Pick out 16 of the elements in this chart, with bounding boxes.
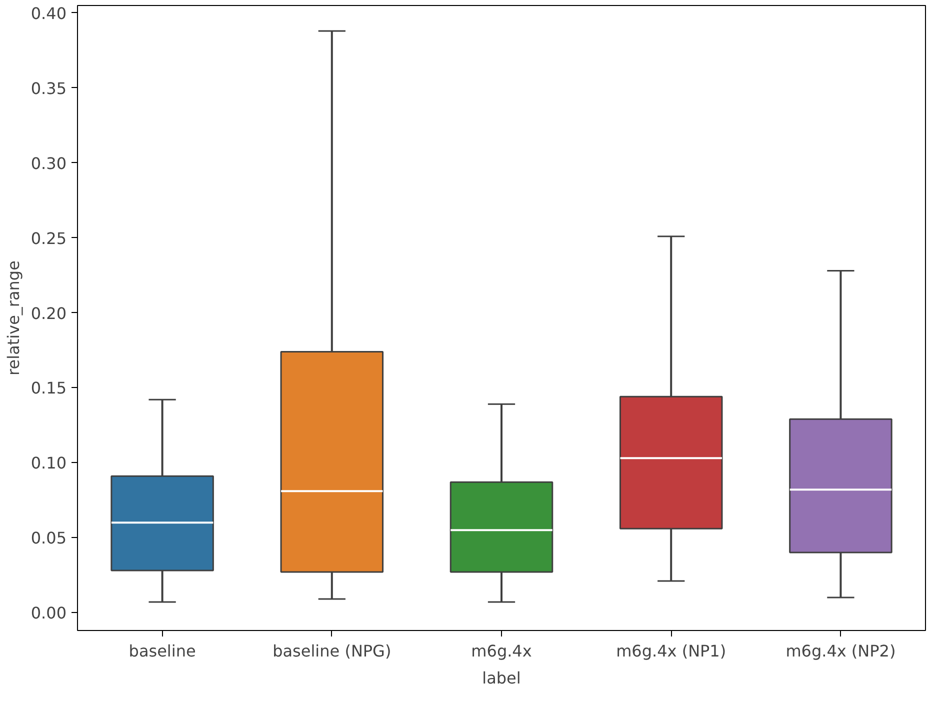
y-tick-label: 0.20 [30,304,66,323]
y-tick-label: 0.30 [30,154,66,173]
y-tick-label: 0.05 [30,528,66,548]
y-tick-label: 0.35 [30,78,66,98]
x-tick-label: m6g.4x [471,642,532,660]
y-tick-label: 0.25 [30,228,66,248]
y-tick-label: 0.15 [30,378,66,398]
y-tick-label: 0.10 [30,454,66,473]
x-tick-label: m6g.4x (NP1) [616,642,726,660]
y-tick-label: 0.40 [30,4,66,23]
x-tick-label: baseline (NPG) [272,642,392,660]
x-axis-title: label [482,668,521,688]
x-tick-label: baseline [128,642,196,660]
x-tick-label: m6g.4x (NP2) [786,642,896,660]
y-tick-label: 0.00 [30,604,66,623]
y-axis-title: relative_range [4,260,23,376]
